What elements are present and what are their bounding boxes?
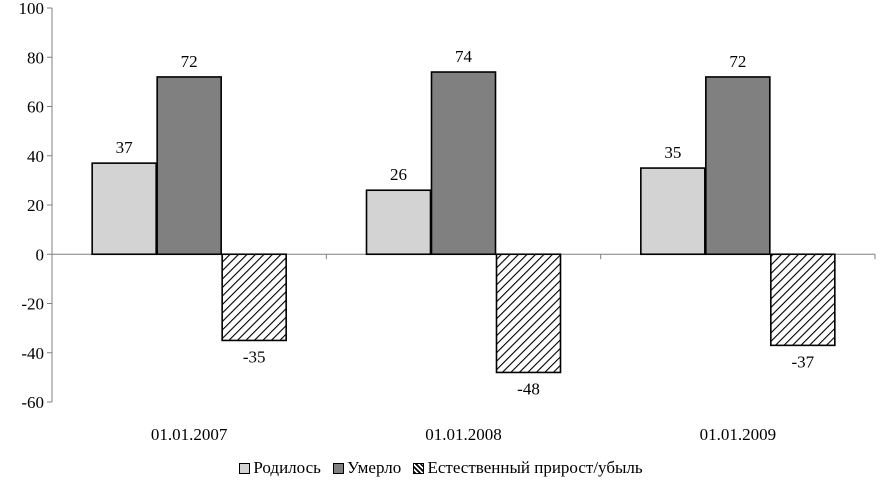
- bar: [156, 76, 222, 256]
- y-tick-label: -20: [21, 295, 44, 314]
- legend-label-died: Умерло: [347, 458, 402, 477]
- y-tick-label: 20: [27, 196, 44, 215]
- legend-item-born: Родилось: [239, 458, 321, 478]
- bar: [91, 162, 157, 256]
- data-label: 35: [664, 143, 681, 162]
- legend-swatch-born: [239, 463, 251, 474]
- legend-label-natural-change: Естественный прирост/убыль: [427, 458, 643, 477]
- data-label: -48: [517, 379, 540, 398]
- y-tick-label: 60: [27, 98, 44, 117]
- data-label: 72: [729, 52, 746, 71]
- data-label: -35: [243, 347, 266, 366]
- bar: [365, 189, 432, 256]
- x-tick-label: 01.01.2009: [700, 425, 777, 444]
- data-label: 74: [455, 47, 473, 66]
- bar: [705, 76, 771, 256]
- legend-item-died: Умерло: [333, 458, 401, 478]
- legend-item-natural-change: Естественный прирост/убыль: [413, 458, 643, 478]
- bar: [640, 167, 706, 256]
- data-label: 26: [390, 165, 407, 184]
- y-tick-label: 80: [27, 48, 44, 67]
- bar: [430, 71, 497, 256]
- legend-swatch-died: [333, 463, 345, 474]
- x-tick-label: 01.01.2008: [425, 425, 502, 444]
- data-labels: 37 72 -35 26 74 -48 35 72 -37: [116, 47, 815, 398]
- data-label: -37: [791, 352, 814, 371]
- y-tick-label: 100: [19, 0, 45, 18]
- y-tick-label: 0: [36, 245, 45, 264]
- bars: [91, 71, 836, 374]
- y-tick-label: 40: [27, 147, 44, 166]
- legend: Родилось Умерло Естественный прирост/убы…: [0, 458, 882, 478]
- bar: [221, 253, 287, 342]
- legend-swatch-natural-change: [413, 463, 425, 474]
- y-tick-label: -60: [21, 393, 44, 412]
- legend-label-born: Родилось: [253, 458, 321, 477]
- data-label: 72: [181, 52, 198, 71]
- bar: [495, 253, 562, 374]
- tick-labels: 100 80 60 40 20 0 -20 -40 -60 01.01.2007 01.01.200…: [19, 0, 777, 444]
- x-tick-label: 01.01.2007: [151, 425, 228, 444]
- y-tick-label: -40: [21, 344, 44, 363]
- bar: [770, 253, 836, 347]
- data-label: 37: [116, 138, 134, 157]
